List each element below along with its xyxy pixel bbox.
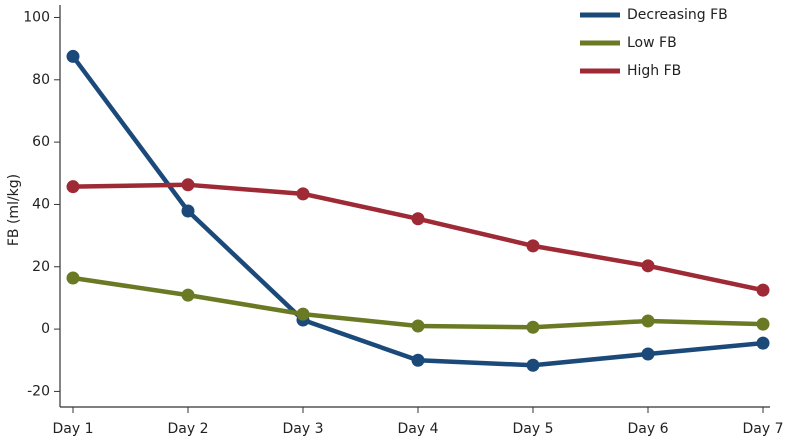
- y-axis-label: FB (ml/kg): [6, 174, 22, 246]
- x-tick-label: Day 7: [742, 421, 783, 437]
- data-point: [641, 314, 655, 328]
- x-tick-label: Day 1: [52, 421, 93, 437]
- data-point: [526, 239, 540, 253]
- data-point: [296, 307, 310, 321]
- y-tick-label: 40: [32, 196, 50, 212]
- data-point: [411, 319, 425, 333]
- data-point: [641, 347, 655, 361]
- data-point: [296, 187, 310, 201]
- x-tick-label: Day 5: [512, 421, 553, 437]
- data-point: [411, 212, 425, 226]
- legend-label: Low FB: [627, 35, 677, 51]
- legend-label: Decreasing FB: [627, 7, 728, 23]
- data-point: [411, 353, 425, 367]
- legend-label: High FB: [627, 63, 681, 79]
- data-point: [66, 180, 80, 194]
- series-line: [72, 182, 764, 293]
- series-line: [71, 55, 764, 368]
- data-point: [66, 271, 80, 285]
- data-point: [181, 178, 195, 192]
- x-tick-label: Day 4: [397, 421, 438, 437]
- y-tick-label: 100: [23, 9, 50, 25]
- data-point: [181, 288, 195, 302]
- data-point: [756, 283, 770, 297]
- x-tick-label: Day 6: [627, 421, 668, 437]
- data-point: [526, 358, 540, 372]
- data-point: [66, 49, 80, 63]
- y-tick-label: -20: [27, 383, 50, 399]
- data-point: [641, 259, 655, 273]
- y-tick-label: 20: [32, 259, 50, 275]
- data-point: [756, 336, 770, 350]
- data-point: [756, 317, 770, 331]
- x-tick-label: Day 3: [282, 421, 323, 437]
- y-tick-label: 60: [32, 134, 50, 150]
- data-point: [526, 320, 540, 334]
- y-tick-label: 0: [41, 321, 50, 337]
- x-tick-label: Day 2: [167, 421, 208, 437]
- y-tick-label: 80: [32, 72, 50, 88]
- data-point: [181, 204, 195, 218]
